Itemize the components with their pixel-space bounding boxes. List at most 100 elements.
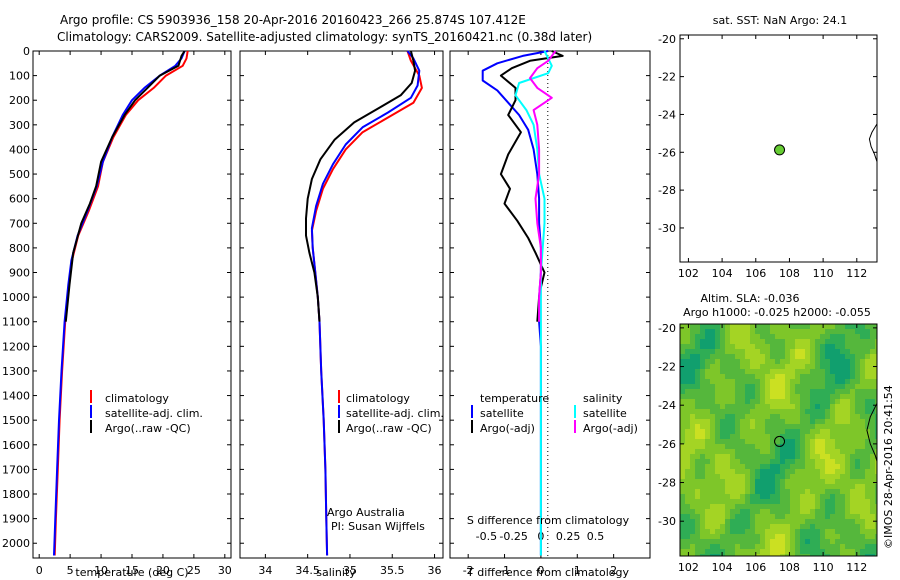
sla-cell [830,449,836,455]
sla-cell [810,349,816,355]
sla-cell [810,499,816,505]
sla-cell [870,424,876,430]
sla-cell [850,529,856,535]
sla-cell [700,509,706,515]
sla-cell [720,429,726,435]
sla-cell [820,484,826,490]
sla-cell [725,429,731,435]
sla-cell [760,329,766,335]
sla-cell [720,369,726,375]
sla-cell [805,479,811,485]
sla-cell [820,529,826,535]
sla-cell [810,414,816,420]
sla-cell [780,514,786,520]
sla-cell [720,414,726,420]
sla-cell [735,509,741,515]
sla-cell [815,474,821,480]
sla-cell [815,519,821,525]
sla-cell [755,359,761,365]
sla-cell [830,549,836,555]
sla-cell [715,424,721,430]
sla-cell [685,514,691,520]
sla-cell [710,419,716,425]
sla-cell [725,344,731,350]
sla-cell [860,489,866,495]
sla-cell [840,354,846,360]
sla-cell [770,409,776,415]
sla-cell [865,324,871,330]
sla-cell [800,419,806,425]
sla-cell [800,354,806,360]
sla-cell [825,424,831,430]
sla-cell [755,389,761,395]
sla-cell [800,379,806,385]
sla-cell [780,399,786,405]
sla-cell [690,549,696,555]
sla-cell [685,404,691,410]
sla-cell [780,409,786,415]
sla-cell [700,474,706,480]
sla-cell [760,504,766,510]
sla-cell [690,379,696,385]
sla-cell [815,334,821,340]
sla-cell [795,359,801,365]
sla-cell [740,554,746,556]
sla-cell [720,479,726,485]
sla-cell [735,439,741,445]
sla-cell [750,499,756,505]
sla-cell [825,484,831,490]
sla-cell [740,444,746,450]
sla-cell [720,379,726,385]
sla-cell [860,534,866,540]
y-tick-label: 200 [9,94,30,107]
sla-cell [830,339,836,345]
sla-cell [740,494,746,500]
sla-cell [840,394,846,400]
sla-cell [805,339,811,345]
sla-cell [720,339,726,345]
sla-cell [705,364,711,370]
sla-cell [835,344,841,350]
sla-cell [865,404,871,410]
sla-cell [805,529,811,535]
legend-label-t-argo: Argo(-adj) [480,422,535,435]
sla-cell [855,489,861,495]
y-tick-label: -30 [658,515,676,528]
sla-cell [685,379,691,385]
sla-cell [845,339,851,345]
sla-cell [825,339,831,345]
sla-cell [780,454,786,460]
sla-cell [775,469,781,475]
sla-cell [735,459,741,465]
sla-cell [685,464,691,470]
sla-cell [735,379,741,385]
difference-panel: -2 -1 0 1 2-0.5 -0.25 0 0.25 0.5 temperature sal… [449,50,651,579]
sla-cell [800,369,806,375]
sla-cell [805,494,811,500]
sla-cell [860,334,866,340]
sla-cell [720,494,726,500]
sla-cell [865,409,871,415]
sla-cell [745,329,751,335]
sla-cell [745,339,751,345]
sla-cell [750,549,756,555]
sla-cell [720,544,726,550]
sla-cell [715,484,721,490]
sla-cell [690,514,696,520]
sla-cell [835,394,841,400]
sla-heatmap-field [680,324,877,556]
sla-cell [830,354,836,360]
sla-cell [695,399,701,405]
sla-cell [795,349,801,355]
sla-cell [760,494,766,500]
sla-cell [810,389,816,395]
sla-cell [850,349,856,355]
sla-cell [760,374,766,380]
sla-cell [790,514,796,520]
sla-cell [685,374,691,380]
sla-cell [770,384,776,390]
sla-cell [680,344,686,350]
sla-cell [755,349,761,355]
sla-cell [785,424,791,430]
sla-cell [710,429,716,435]
